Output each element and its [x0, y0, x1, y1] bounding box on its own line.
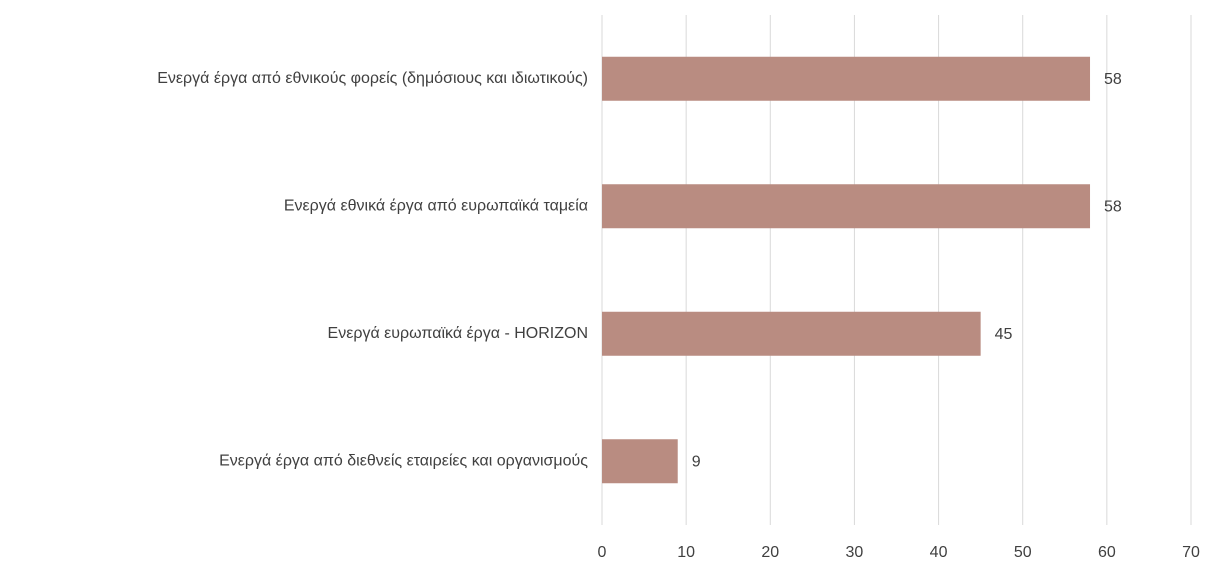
bar — [602, 56, 1091, 101]
y-tick-label: Ενεργά εθνικά έργα από ευρωπαϊκά ταμεία — [284, 197, 588, 214]
y-tick-label: Ενεργά ευρωπαϊκά έργα - HORIZON — [328, 325, 588, 342]
x-tick-label: 70 — [1182, 544, 1200, 561]
data-label: 58 — [1104, 198, 1122, 215]
y-tick-label: Ενεργά έργα από διεθνείς εταιρείες και ο… — [219, 452, 588, 469]
data-label: 58 — [1104, 71, 1122, 88]
x-tick-label: 50 — [1014, 544, 1032, 561]
bar — [602, 184, 1091, 229]
bar — [602, 439, 678, 484]
bar — [602, 311, 981, 356]
x-tick-label: 10 — [677, 544, 695, 561]
data-label: 45 — [995, 326, 1013, 343]
data-label: 9 — [692, 453, 701, 470]
x-tick-label: 20 — [761, 544, 779, 561]
x-tick-label: 0 — [598, 544, 607, 561]
x-tick-label: 40 — [930, 544, 948, 561]
x-tick-label: 60 — [1098, 544, 1116, 561]
x-tick-label: 30 — [846, 544, 864, 561]
y-tick-label: Ενεργά έργα από εθνικούς φορείς (δημόσιο… — [157, 70, 588, 87]
